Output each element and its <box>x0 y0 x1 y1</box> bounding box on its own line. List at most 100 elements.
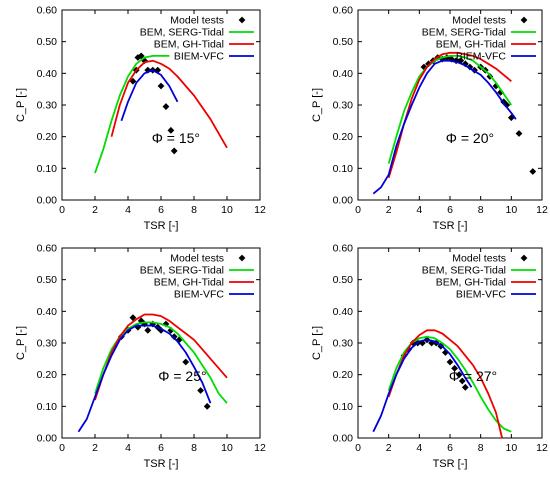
data-point-marker <box>451 364 458 372</box>
y-tick-label: 0.10 <box>37 163 58 175</box>
x-tick-label: 4 <box>125 204 131 216</box>
data-point-marker <box>203 402 211 410</box>
legend-swatch-model-tests <box>520 16 528 24</box>
chart-panel-4: 0 2 4 6 8 10 12 0.00 0.10 0.20 0.30 0.40 0.50 0.60 TSR… <box>311 243 548 471</box>
legend-label-bem-gh-tidal: BEM, GH-Tidal <box>154 277 224 289</box>
y-tick-label: 0.40 <box>333 306 354 318</box>
y-tick-label: 0.30 <box>333 100 354 112</box>
chart-panel-3: 0 2 4 6 8 10 12 0.00 0.10 0.20 0.30 0.40 0.50 0.60 TSR… <box>15 243 266 471</box>
y-axis-label: C_P [-] <box>15 326 27 360</box>
x-tick-label: 6 <box>158 442 164 454</box>
legend-swatch-model-tests <box>238 16 246 24</box>
legend-label-bem-gh-tidal: BEM, GH-Tidal <box>436 39 506 51</box>
y-tick-label: 0.10 <box>37 401 58 413</box>
x-tick-label: 4 <box>125 442 131 454</box>
data-point-marker <box>515 130 523 137</box>
angle-annotation: Φ = 25° <box>158 368 206 384</box>
y-axis-label: C_P [-] <box>311 326 323 360</box>
series-line-bem-gh-tidal <box>110 59 228 149</box>
y-tick-label: 0.40 <box>333 68 354 80</box>
x-tick-label: 8 <box>478 442 484 454</box>
series-bem-serg-tidal <box>94 55 170 174</box>
x-tick-label: 12 <box>536 204 548 216</box>
series-line-bem-serg-tidal <box>387 55 513 164</box>
data-point-marker <box>149 320 157 328</box>
x-tick-label: 10 <box>505 204 517 216</box>
series-line-biem-vfc <box>120 69 179 122</box>
series-biem-vfc <box>120 69 179 122</box>
data-point-marker <box>129 314 137 322</box>
x-tick-label: 8 <box>191 442 197 454</box>
legend-label-bem-gh-tidal: BEM, GH-Tidal <box>436 277 506 289</box>
chart-panel-2: 0 2 4 6 8 10 12 0.00 0.10 0.20 0.30 0.40 0.50 0.60 TSR… <box>311 5 548 233</box>
x-tick-label: 8 <box>191 204 197 216</box>
series-bem-serg-tidal <box>387 55 513 164</box>
data-point-marker <box>144 326 152 334</box>
series-biem-vfc <box>372 59 517 195</box>
angle-annotation: Φ = 20° <box>446 130 494 146</box>
y-tick-label: 0.60 <box>333 5 354 17</box>
data-point-marker <box>170 147 178 155</box>
data-point-marker <box>141 320 148 328</box>
x-axis-label: TSR [-] <box>433 220 468 232</box>
x-tick-label: 12 <box>254 204 266 216</box>
data-point-marker <box>162 320 170 328</box>
x-tick-label: 2 <box>386 442 392 454</box>
data-point-marker <box>144 66 152 74</box>
x-tick-label: 10 <box>505 442 517 454</box>
data-point-marker <box>448 55 455 63</box>
x-axis-label: TSR [-] <box>433 458 468 470</box>
data-point-marker <box>457 57 465 65</box>
legend-label-bem-serg-tidal: BEM, SERG-Tidal <box>422 27 506 39</box>
series-line-bem-serg-tidal <box>94 55 170 174</box>
x-tick-label: 4 <box>416 442 422 454</box>
x-tick-label: 6 <box>158 204 164 216</box>
data-point-marker <box>455 371 463 379</box>
data-point-marker <box>137 52 145 60</box>
data-point-marker <box>503 101 511 109</box>
y-tick-label: 0.00 <box>37 433 58 445</box>
series-bem-serg-tidal <box>94 321 228 404</box>
y-tick-label: 0.00 <box>333 195 354 207</box>
series-line-bem-serg-tidal <box>94 321 228 404</box>
legend-label-model-tests: Model tests <box>452 15 506 27</box>
legend-label-biem-vfc: BIEM-VFC <box>174 289 225 301</box>
series-line-bem-gh-tidal <box>94 313 228 401</box>
y-tick-label: 0.40 <box>37 68 58 80</box>
data-point-marker <box>446 358 454 366</box>
series-line-biem-vfc <box>372 338 473 433</box>
legend-label-bem-serg-tidal: BEM, SERG-Tidal <box>422 265 506 277</box>
series-line-biem-vfc <box>77 324 212 433</box>
y-tick-label: 0.30 <box>333 338 354 350</box>
angle-annotation: Φ = 27° <box>449 368 497 384</box>
legend-label-model-tests: Model tests <box>452 253 506 265</box>
y-tick-label: 0.60 <box>333 243 354 255</box>
angle-annotation: Φ = 15° <box>152 130 200 146</box>
y-tick-label: 0.20 <box>333 369 354 381</box>
series-biem-vfc <box>77 324 212 433</box>
x-tick-label: 0 <box>59 442 65 454</box>
y-tick-label: 0.10 <box>333 163 354 175</box>
legend-label-biem-vfc: BIEM-VFC <box>456 51 507 63</box>
data-point-marker <box>134 54 142 61</box>
legend-label-bem-serg-tidal: BEM, SERG-Tidal <box>140 265 224 277</box>
data-point-marker <box>182 358 190 366</box>
x-tick-label: 6 <box>447 442 453 454</box>
data-point-marker <box>170 333 178 341</box>
legend-label-biem-vfc: BIEM-VFC <box>174 51 225 63</box>
data-point-marker <box>154 66 162 74</box>
legend-label-model-tests: Model tests <box>170 15 224 27</box>
y-tick-label: 0.20 <box>37 369 58 381</box>
y-tick-label: 0.40 <box>37 306 58 318</box>
data-point-marker <box>167 126 175 134</box>
legend-swatch-model-tests <box>520 254 528 262</box>
data-point-marker <box>458 377 466 385</box>
series-model-tests <box>420 54 537 175</box>
x-tick-label: 10 <box>221 442 233 454</box>
y-tick-label: 0.50 <box>37 274 58 286</box>
y-tick-label: 0.50 <box>37 36 58 48</box>
data-point-marker <box>492 82 500 90</box>
